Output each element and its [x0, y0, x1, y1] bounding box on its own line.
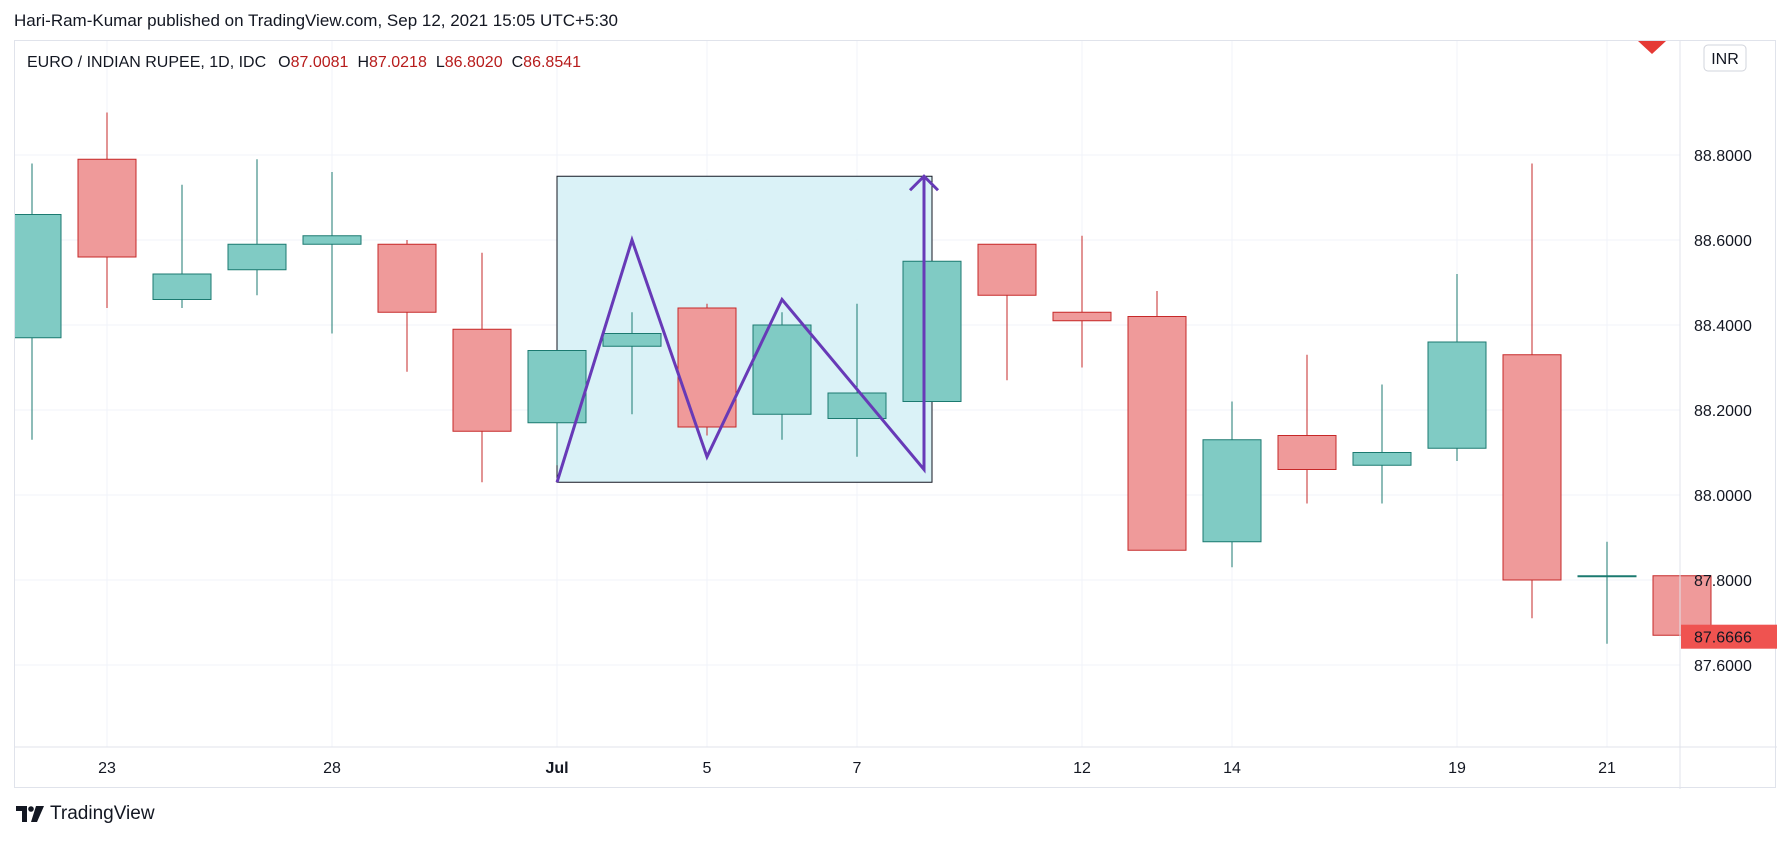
candles-layer — [15, 112, 1712, 644]
candle-body — [527, 350, 587, 424]
low-label: L — [435, 54, 445, 71]
candle-body — [1502, 354, 1562, 581]
candle-body — [752, 324, 812, 415]
symbol-legend: EURO / INDIAN RUPEE, 1D, IDC O87.0081 H87.… — [27, 54, 590, 72]
x-tick-label: Jul — [545, 760, 568, 777]
candle-body — [677, 307, 737, 428]
pattern-box-layer — [556, 175, 933, 483]
x-tick-label: 7 — [853, 760, 862, 777]
candle[interactable] — [15, 163, 62, 440]
x-tick-label: 5 — [703, 760, 712, 777]
y-tick-label: 88.8000 — [1694, 148, 1752, 165]
y-tick-label: 87.6000 — [1694, 658, 1752, 675]
low-value: 86.8020 — [444, 54, 503, 71]
candle[interactable] — [1427, 274, 1487, 461]
x-tick-label: 12 — [1073, 760, 1091, 777]
candle-body — [227, 243, 287, 271]
candle[interactable] — [827, 303, 887, 457]
symbol-name: EURO / INDIAN RUPEE, 1D, IDC — [27, 54, 267, 71]
open-value: 87.0081 — [290, 54, 349, 71]
y-tick-label: 88.0000 — [1694, 488, 1752, 505]
candle[interactable] — [1277, 354, 1337, 504]
y-tick-label: 88.2000 — [1694, 403, 1752, 420]
candle-body — [827, 392, 887, 419]
candle[interactable] — [302, 172, 362, 334]
y-tick-label: 88.4000 — [1694, 318, 1752, 335]
candle-body — [77, 158, 137, 258]
candle-body — [302, 235, 362, 245]
grid-lines — [15, 41, 1680, 747]
candle-body — [1202, 439, 1262, 543]
x-tick-label: 28 — [323, 760, 341, 777]
candle[interactable] — [1502, 163, 1562, 619]
candle-body — [1277, 435, 1337, 470]
candle[interactable] — [452, 252, 512, 483]
pattern-rectangle[interactable] — [556, 175, 933, 483]
candle-body — [377, 243, 437, 313]
currency-badge-label: INR — [1711, 51, 1739, 68]
candle[interactable] — [977, 243, 1037, 381]
candle-body — [15, 214, 62, 339]
candle-body — [452, 328, 512, 432]
candle[interactable] — [902, 260, 962, 402]
last-price-box — [1681, 624, 1777, 649]
y-tick-label: 87.8000 — [1694, 573, 1752, 590]
footer-brand: TradingView — [50, 803, 155, 824]
high-label: H — [357, 54, 370, 71]
candle-body — [1127, 316, 1187, 551]
high-value: 87.0218 — [369, 54, 427, 71]
candle-body — [1352, 452, 1412, 466]
last-price-label: 87.6666 — [1694, 630, 1752, 647]
down-arrow-marker-icon — [1638, 41, 1666, 54]
x-tick-label: 19 — [1448, 760, 1466, 777]
y-tick-label: 88.6000 — [1694, 233, 1752, 250]
tradingview-logo-icon — [16, 806, 44, 822]
candle[interactable] — [1577, 541, 1637, 644]
x-tick-label: 23 — [98, 760, 116, 777]
pattern-line-layer — [555, 174, 940, 483]
candle[interactable] — [1052, 235, 1112, 368]
candle-body — [1427, 341, 1487, 449]
candle-body — [1052, 311, 1112, 322]
chart-frame: 88.8000 88.6000 88.4000 88.2000 88.0000 87.80… — [14, 40, 1777, 789]
candle[interactable] — [152, 184, 212, 308]
candle[interactable] — [527, 350, 587, 466]
x-tick-label: 21 — [1598, 760, 1616, 777]
close-label: C — [511, 54, 524, 71]
x-tick-label: 14 — [1223, 760, 1241, 777]
tradingview-footer[interactable]: TradingView — [16, 803, 155, 825]
candle[interactable] — [1352, 384, 1412, 504]
published-caption: Hari-Ram-Kumar published on TradingView.… — [14, 11, 618, 30]
axes-layer: 88.8000 88.6000 88.4000 88.2000 88.0000 87.80… — [15, 41, 1777, 789]
candle-body — [977, 243, 1037, 296]
candle[interactable] — [1202, 401, 1262, 568]
candle[interactable] — [77, 112, 137, 309]
close-value: 86.8541 — [523, 54, 582, 71]
candlestick-chart[interactable]: 88.8000 88.6000 88.4000 88.2000 88.0000 87.80… — [15, 41, 1777, 789]
candle[interactable] — [602, 312, 662, 415]
candle-body — [152, 273, 212, 300]
candle[interactable] — [377, 240, 437, 372]
candle[interactable] — [1127, 291, 1187, 551]
candle-body — [902, 260, 962, 402]
candle[interactable] — [677, 303, 737, 436]
currency-badge[interactable] — [1703, 44, 1747, 72]
open-label: O — [278, 54, 291, 71]
candle-body — [1577, 575, 1637, 578]
pattern-arrowhead — [908, 174, 940, 192]
pattern-zigzag-line[interactable] — [555, 176, 926, 483]
candle-body — [602, 333, 662, 347]
candle[interactable] — [227, 159, 287, 296]
